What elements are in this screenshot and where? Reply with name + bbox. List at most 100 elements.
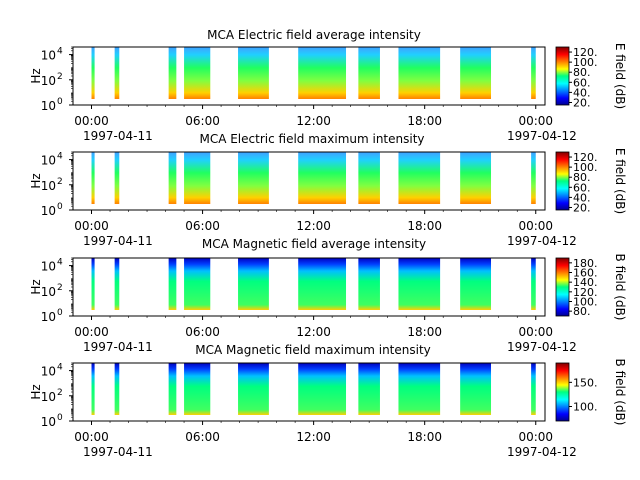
colorbar-tick-label: 120. <box>573 151 598 164</box>
ylabel-e-avg: Hz <box>29 68 43 83</box>
colorbar-tick-label: 180. <box>573 257 598 270</box>
date-left-b-avg: 1997-04-11 <box>83 340 153 354</box>
cbar-label-b-avg: B field (dB) <box>613 254 627 321</box>
x-tick-label: 00:00 <box>518 114 553 128</box>
data-block-9 <box>531 363 536 415</box>
data-block-3 <box>184 258 211 310</box>
y-tick-label: 10 <box>41 204 56 218</box>
colorbar-tick-label: 100. <box>573 401 598 414</box>
x-tick-label: 18:00 <box>407 430 442 444</box>
colorbar-gradient <box>555 257 570 317</box>
x-tick-label: 12:00 <box>296 325 331 339</box>
data-block-1 <box>114 152 120 204</box>
y-tick-exponent: 2 <box>57 388 63 398</box>
data-block-9 <box>531 47 536 99</box>
data-block-3 <box>184 363 211 415</box>
y-tick-exponent: 4 <box>57 258 63 268</box>
date-right-b-max: 1997-04-12 <box>507 445 577 459</box>
colorbar-tick-label: 120. <box>573 46 598 59</box>
title-e-max: MCA Electric field maximum intensity <box>199 132 424 146</box>
colorbar-gradient <box>555 362 570 422</box>
colorbar-e-max: 20.40.60.80.100.120. <box>555 151 598 214</box>
x-tick-label: 18:00 <box>407 325 442 339</box>
title-b-max: MCA Magnetic field maximum intensity <box>195 343 431 357</box>
x-tick-label: 00:00 <box>518 430 553 444</box>
y-tick-label: 10 <box>41 310 56 324</box>
y-tick-exponent: 4 <box>57 363 63 373</box>
x-tick-label: 00:00 <box>74 325 109 339</box>
data-block-2 <box>168 363 177 415</box>
data-block-2 <box>168 47 177 99</box>
y-tick-label: 10 <box>41 415 56 429</box>
y-tick-exponent: 0 <box>57 97 63 107</box>
x-tick-label: 12:00 <box>296 430 331 444</box>
y-tick-exponent: 0 <box>57 413 63 423</box>
colorbar-tick-label: 60. <box>573 181 591 194</box>
colorbar-tick-label: 20. <box>573 96 591 109</box>
y-tick-label: 10 <box>41 260 56 274</box>
title-e-avg: MCA Electric field average intensity <box>207 28 421 42</box>
data-block-5 <box>298 363 347 415</box>
colorbar-tick-label: 150. <box>573 376 598 389</box>
y-tick-label: 10 <box>41 179 56 193</box>
date-left-b-max: 1997-04-11 <box>83 445 153 459</box>
cbar-label-e-avg: E field (dB) <box>613 43 627 109</box>
colorbar-tick-label: 120. <box>573 286 598 299</box>
y-tick-exponent: 2 <box>57 177 63 187</box>
colorbar-tick-label: 40. <box>573 191 591 204</box>
x-tick-label: 06:00 <box>185 219 220 233</box>
data-block-1 <box>114 47 120 99</box>
date-right-e-avg: 1997-04-12 <box>507 129 577 143</box>
data-block-1 <box>114 258 120 310</box>
colorbar-gradient <box>555 46 570 106</box>
data-block-2 <box>168 152 177 204</box>
x-tick-label: 12:00 <box>296 114 331 128</box>
colorbar-tick-label: 100. <box>573 56 598 69</box>
date-right-e-max: 1997-04-12 <box>507 234 577 248</box>
x-tick-label: 00:00 <box>74 430 109 444</box>
cbar-label-e-max: E field (dB) <box>613 148 627 214</box>
colorbar-tick-label: 80. <box>573 171 591 184</box>
title-b-avg: MCA Magnetic field average intensity <box>202 237 426 251</box>
x-tick-label: 00:00 <box>74 114 109 128</box>
panel-e-max: MCA Electric field maximum intensity 10 0… <box>29 132 627 248</box>
ylabel-b-max: Hz <box>29 384 43 399</box>
colorbar-tick-label: 60. <box>573 76 591 89</box>
x-tick-label: 00:00 <box>518 219 553 233</box>
y-tick-exponent: 4 <box>57 47 63 57</box>
data-block-6 <box>358 258 380 310</box>
data-block-9 <box>531 258 536 310</box>
data-block-6 <box>358 363 380 415</box>
colorbar-tick-label: 100. <box>573 296 598 309</box>
colorbar-tick-label: 80. <box>573 305 591 318</box>
data-block-5 <box>298 152 347 204</box>
x-tick-label: 00:00 <box>518 325 553 339</box>
y-tick-label: 10 <box>41 390 56 404</box>
data-block-0 <box>91 47 95 99</box>
y-tick-exponent: 0 <box>57 202 63 212</box>
date-right-b-avg: 1997-04-12 <box>507 340 577 354</box>
x-tick-label: 06:00 <box>185 430 220 444</box>
data-block-8 <box>460 152 492 204</box>
y-tick-label: 10 <box>41 74 56 88</box>
colorbar-b-avg: 80.100.120.140.160.180. <box>555 257 598 318</box>
ylabel-b-avg: Hz <box>29 279 43 294</box>
data-block-3 <box>184 47 211 99</box>
y-tick-exponent: 0 <box>57 308 63 318</box>
x-tick-label: 06:00 <box>185 114 220 128</box>
data-block-2 <box>168 258 177 310</box>
data-block-4 <box>238 363 269 415</box>
data-block-8 <box>460 47 492 99</box>
data-block-7 <box>398 258 441 310</box>
y-tick-label: 10 <box>41 49 56 63</box>
data-block-7 <box>398 363 441 415</box>
colorbar-b-max: 100. 150. <box>555 362 598 422</box>
data-block-0 <box>91 363 95 415</box>
y-tick-label: 10 <box>41 154 56 168</box>
x-tick-label: 00:00 <box>74 219 109 233</box>
date-left-e-avg: 1997-04-11 <box>83 129 153 143</box>
data-block-7 <box>398 47 441 99</box>
